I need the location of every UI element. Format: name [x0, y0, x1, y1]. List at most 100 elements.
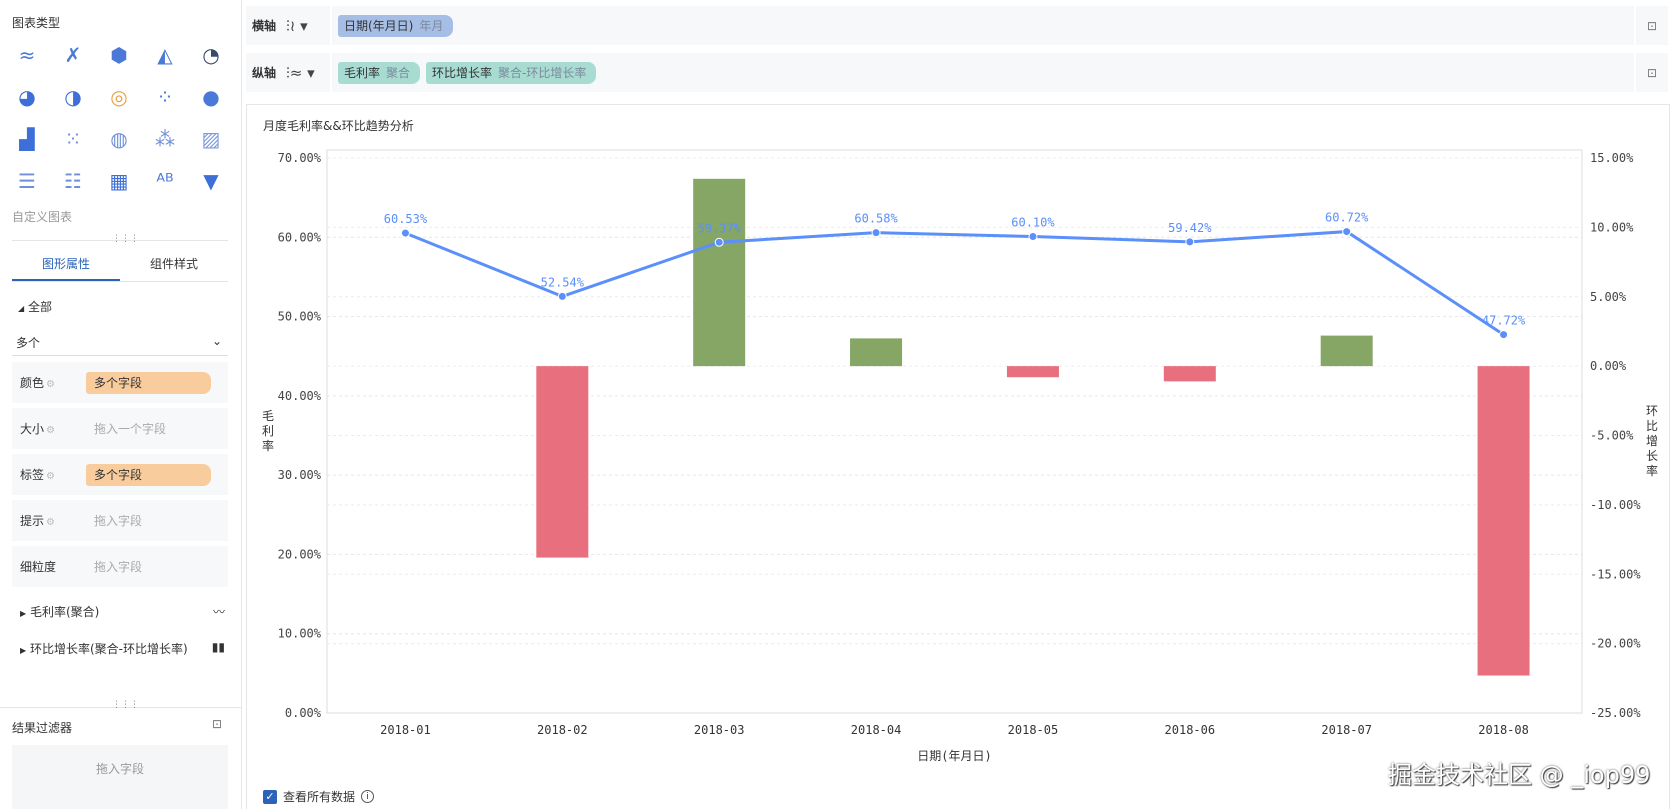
lock-icon[interactable]: ⊡ [1634, 53, 1668, 92]
caret-icon: ◢ [18, 304, 25, 313]
data-label: 47.72% [1482, 314, 1526, 328]
checkbox-checked[interactable]: ✓ [263, 789, 277, 804]
tab-graphic-properties[interactable]: 图形属性 [12, 248, 120, 281]
y-left-axis-title: 毛 [262, 409, 274, 423]
drop-placeholder[interactable]: 拖入字段 [94, 514, 143, 528]
y-right-tick-label: -20.00% [1590, 637, 1641, 651]
chip-name: 环比增长率 [432, 65, 493, 80]
pie-chart-icon[interactable]: ◕ [18, 85, 36, 109]
y-left-axis-title: 利 [262, 424, 274, 438]
y-right-axis-title: 长 [1646, 449, 1658, 463]
y-right-tick-label: -15.00% [1590, 567, 1641, 581]
row-label: 细粒度 [20, 560, 57, 574]
bubble-icon[interactable]: ● [202, 85, 220, 109]
gauge-icon[interactable]: ◔ [202, 43, 220, 67]
y-axis-config-icon[interactable]: ⫶≈ ▾ [286, 63, 315, 82]
gear-icon[interactable]: ⚙ [46, 471, 55, 482]
row-label: 提示 ⚙ [20, 514, 55, 528]
series-label: 环比增长率(聚合-环比增长率) [29, 642, 188, 656]
all-toggle[interactable]: ◢ 全部 [18, 298, 52, 315]
field-chip[interactable]: 日期(年月日) 年月 [338, 14, 454, 37]
field-row[interactable]: 细粒度 拖入字段 [12, 546, 228, 587]
left-panel: 图表类型 ≈ ✗ ⬢ ◭ ◔ ◕ ◑ ◎ ⁘ ● ▟ ⁙ ◍ ⁂ ▨ ☰ ☷ ▦ ᴬᴮ ▼ 自定义图表 ⋮⋮⋮ 图形属… [0, 0, 242, 809]
x-axis-shelf: 横轴 ⫶≀ ▾ 日期(年月日) 年月 ⊡ [246, 6, 1668, 45]
tab-component-style[interactable]: 组件样式 [149, 257, 198, 271]
row-label: 大小 ⚙ [20, 422, 55, 436]
field-pill[interactable]: 多个字段 [86, 463, 211, 486]
chevron-down-icon: ⌄ [211, 334, 222, 348]
lock-icon[interactable]: ⊡ [212, 717, 223, 731]
y-left-tick-label: 30.00% [278, 468, 322, 482]
series-label: 毛利率(聚合) [29, 605, 100, 619]
funnel-icon[interactable]: ▼ [203, 169, 219, 193]
line-icon: 〰 [212, 605, 225, 619]
field-pill[interactable]: 多个字段 [86, 371, 211, 394]
rose-chart-icon[interactable]: ◑ [64, 85, 82, 109]
series-select[interactable]: 多个 ⌄ [12, 334, 228, 356]
area-chart-icon[interactable]: ◭ [157, 43, 173, 67]
gear-icon[interactable]: ⚙ [46, 517, 55, 528]
data-label: 60.10% [1011, 215, 1055, 229]
cross-line-icon[interactable]: ✗ [64, 43, 82, 67]
data-label: 52.54% [541, 275, 585, 289]
y-right-tick-label: -10.00% [1590, 498, 1641, 512]
x-axis-config-icon[interactable]: ⫶≀ ▾ [286, 16, 308, 35]
detail-list-icon[interactable]: ☷ [64, 169, 82, 193]
scatter-icon[interactable]: ⁘ [156, 85, 174, 109]
y-right-axis-title: 增 [1646, 434, 1658, 448]
row-label: 标签 ⚙ [20, 468, 55, 482]
x-axis-drop-zone[interactable]: 日期(年月日) 年月 [330, 6, 1634, 45]
x-tick-label: 2018-05 [1008, 723, 1059, 737]
custom-chart-link[interactable]: 自定义图表 [12, 210, 73, 224]
point-map-icon[interactable]: ⁙ [64, 127, 82, 151]
field-row[interactable]: 标签 ⚙ 多个字段 [12, 454, 228, 495]
field-chip[interactable]: 毛利率 聚合 [338, 61, 421, 84]
field-row[interactable]: 颜色 ⚙ 多个字段 [12, 362, 228, 403]
y-left-axis-title: 率 [262, 438, 274, 453]
divider [12, 240, 228, 241]
region-map-icon[interactable]: ▨ [201, 127, 221, 151]
bar [536, 366, 589, 558]
lock-icon[interactable]: ⊡ [1634, 6, 1668, 45]
flow-map-icon[interactable]: ◍ [110, 127, 128, 151]
hexagon-map-icon[interactable]: ⬢ [110, 43, 128, 67]
y-right-tick-label: 10.00% [1590, 220, 1634, 234]
heat-map-icon[interactable]: ⁂ [155, 127, 175, 151]
line-point [1185, 237, 1195, 247]
drop-placeholder[interactable]: 拖入字段 [94, 560, 143, 574]
x-tick-label: 2018-03 [694, 723, 745, 737]
show-all-data[interactable]: ✓ 查看所有数据 i [263, 788, 375, 805]
filter-drop-zone[interactable]: 拖入字段 [12, 745, 228, 809]
bar [1477, 366, 1530, 676]
chip-sub: 年月 [419, 18, 444, 33]
y-left-tick-label: 60.00% [278, 230, 322, 244]
data-label: 60.72% [1325, 211, 1369, 225]
drop-placeholder[interactable]: 拖入一个字段 [94, 422, 167, 436]
chip-name: 毛利率 [344, 65, 381, 80]
resize-handle[interactable]: ⋮⋮⋮ [112, 234, 139, 244]
y-right-tick-label: -5.00% [1590, 429, 1634, 443]
info-icon[interactable]: i [361, 790, 375, 803]
field-chip[interactable]: 环比增长率 聚合-环比增长率 [426, 61, 597, 84]
line-chart-icon[interactable]: ≈ [18, 43, 36, 67]
all-label: 全部 [27, 300, 52, 314]
word-cloud-icon[interactable]: ᴬᴮ [156, 169, 174, 193]
radial-chart-icon[interactable]: ◎ [110, 85, 128, 109]
ranking-list-icon[interactable]: ☰ [18, 169, 36, 193]
china-map-icon[interactable]: ▟ [19, 127, 35, 151]
treemap-icon[interactable]: ▦ [109, 169, 129, 193]
chip-name: 日期(年月日) [344, 18, 414, 33]
resize-handle[interactable]: ⋮⋮⋮ [112, 700, 139, 710]
y-axis-drop-zone[interactable]: 毛利率 聚合 环比增长率 聚合-环比增长率 [330, 53, 1634, 92]
gear-icon[interactable]: ⚙ [46, 379, 55, 390]
series-item-growth-rate[interactable]: ▶ 环比增长率(聚合-环比增长率) ▮▮ [20, 640, 225, 656]
bar [1163, 366, 1216, 382]
series-item-gross-margin[interactable]: ▶ 毛利率(聚合) 〰 [20, 605, 225, 619]
chart-type-grid: ≈ ✗ ⬢ ◭ ◔ ◕ ◑ ◎ ⁘ ● ▟ ⁙ ◍ ⁂ ▨ ☰ ☷ ▦ ᴬᴮ ▼ [14, 42, 230, 194]
data-label: 59.42% [1168, 221, 1212, 235]
field-row[interactable]: 提示 ⚙ 拖入字段 [12, 500, 228, 541]
gear-icon[interactable]: ⚙ [46, 425, 55, 436]
line-point [400, 228, 410, 238]
field-row[interactable]: 大小 ⚙ 拖入一个字段 [12, 408, 228, 449]
y-right-axis-title: 比 [1646, 419, 1658, 433]
